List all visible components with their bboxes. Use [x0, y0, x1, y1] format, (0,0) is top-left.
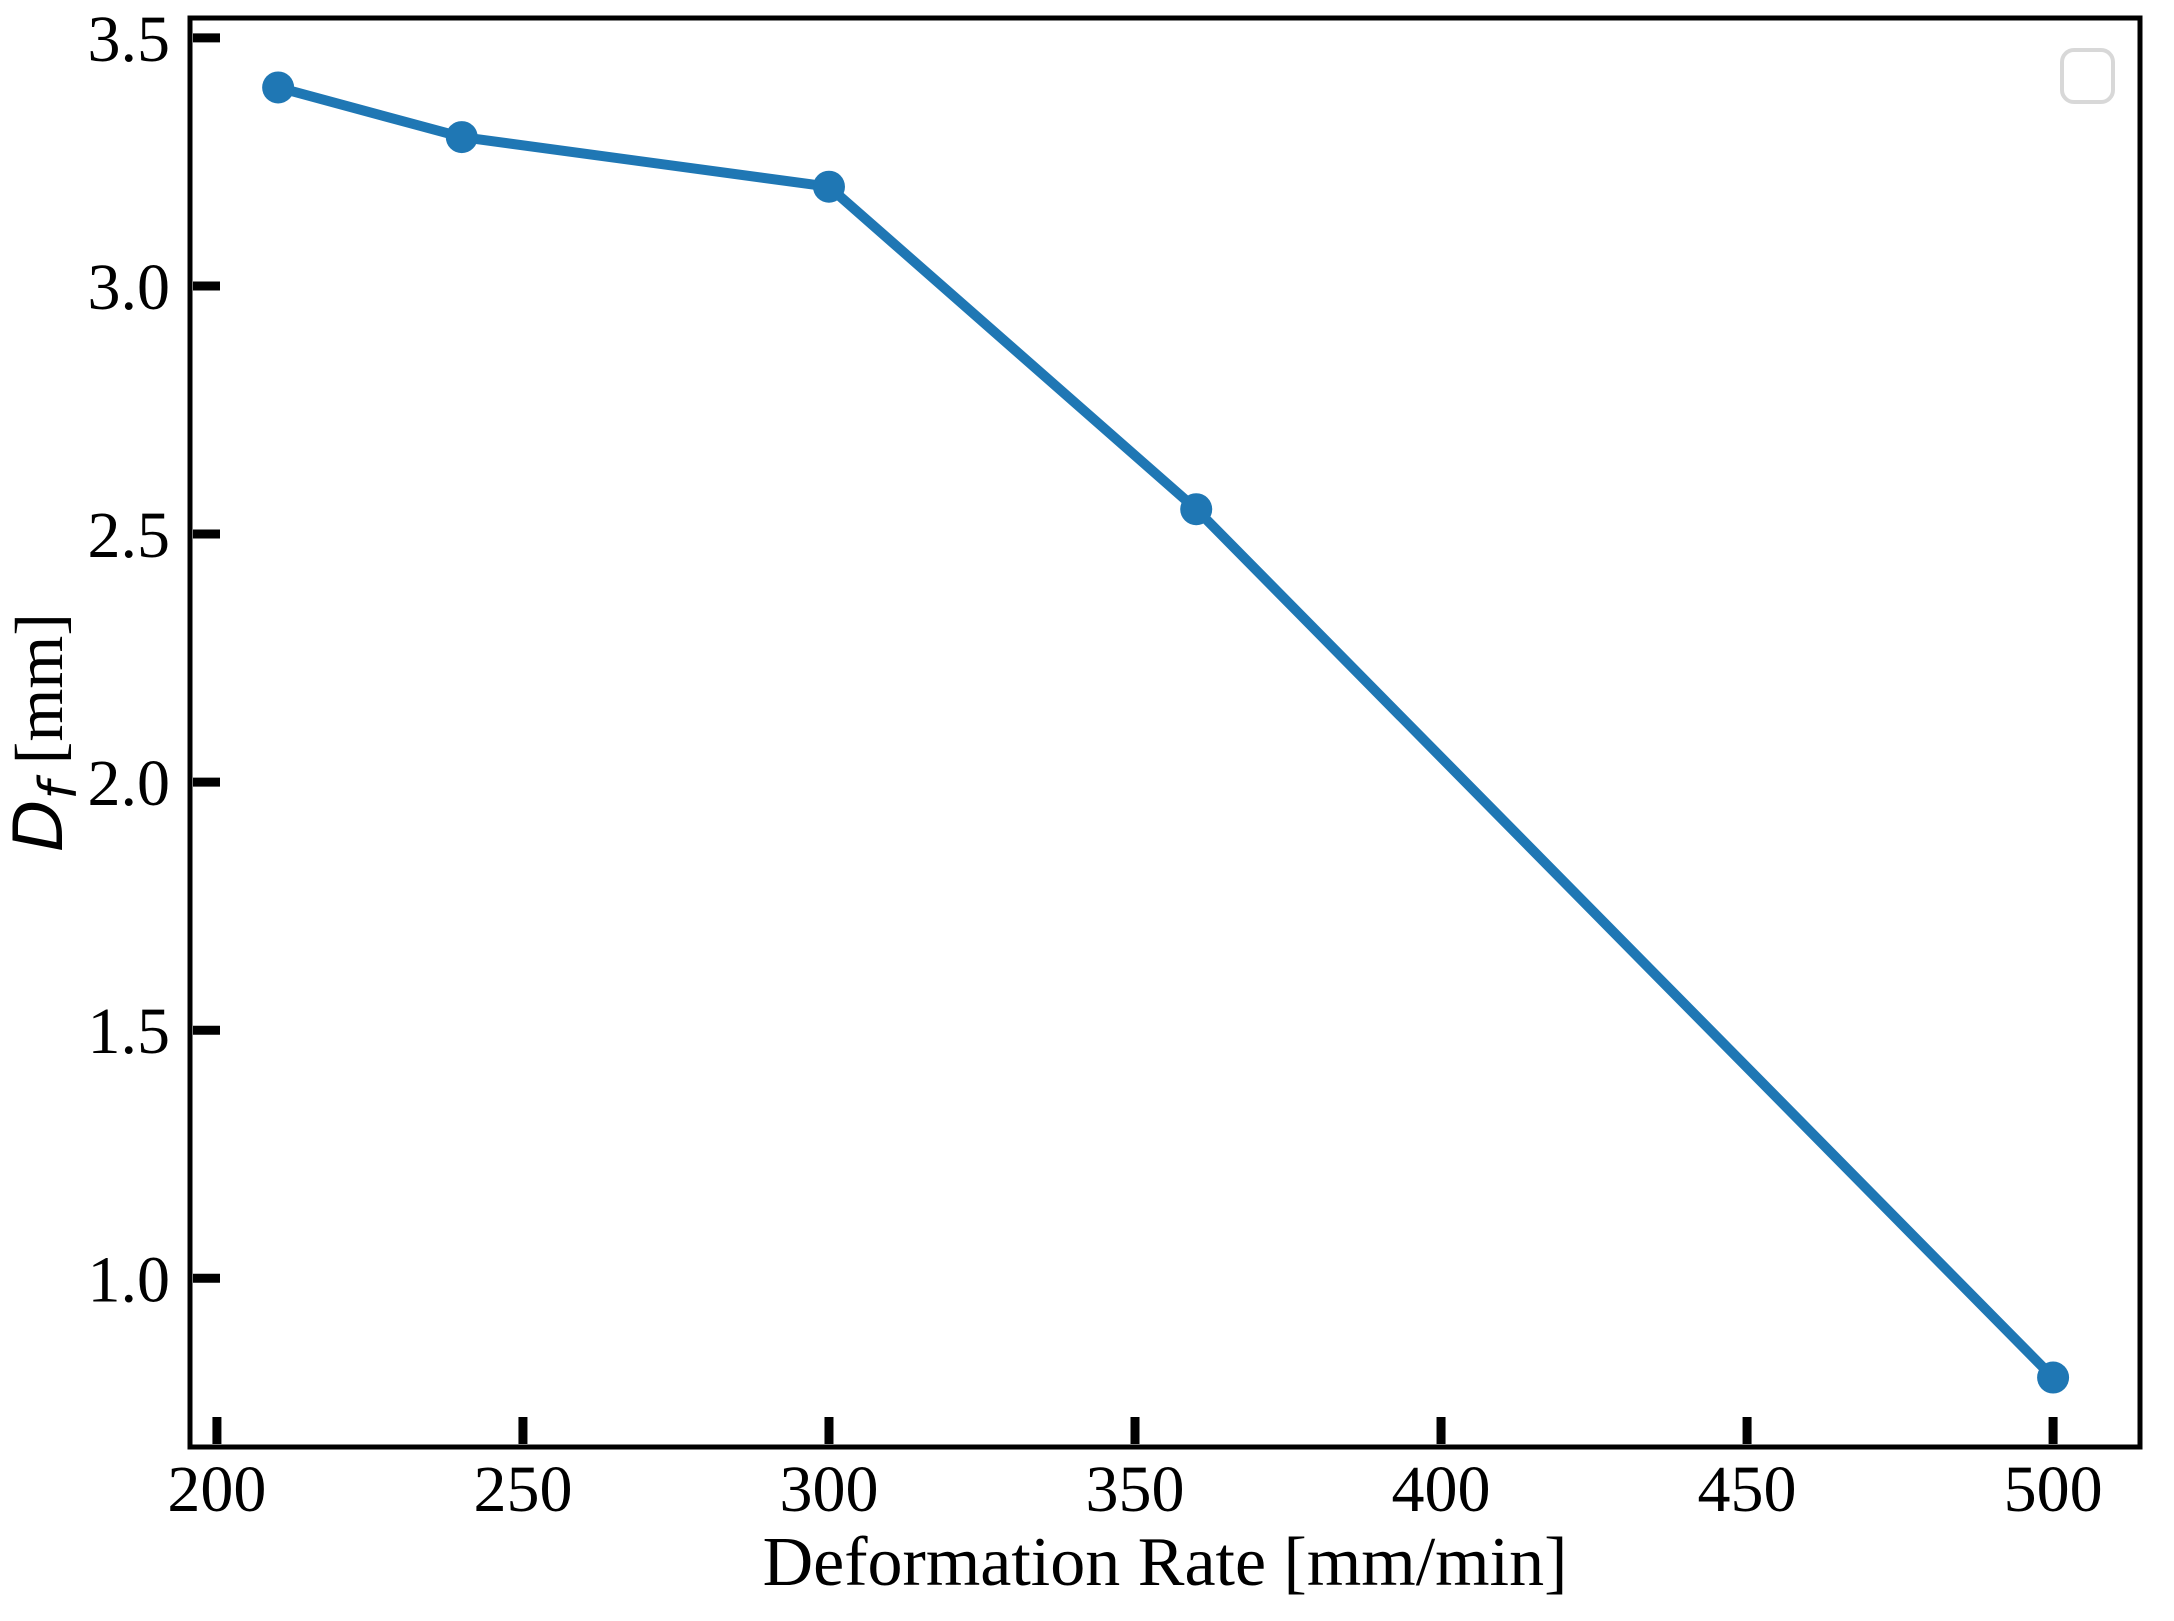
x-tick-label: 500 [2004, 1453, 2103, 1526]
x-tick-label: 300 [779, 1453, 878, 1526]
data-point [262, 71, 295, 104]
data-point [812, 170, 845, 203]
data-point [445, 121, 478, 154]
legend-box [2060, 48, 2115, 104]
y-tick-label: 2.0 [88, 747, 171, 820]
y-tick-label: 3.5 [88, 3, 171, 76]
x-tick-label: 200 [167, 1453, 266, 1526]
x-tick-label: 250 [473, 1453, 572, 1526]
y-axis-label: Df [mm] [0, 613, 89, 852]
y-tick-label: 1.0 [88, 1243, 171, 1316]
y-tick-label: 3.0 [88, 251, 171, 324]
plot-area [187, 15, 2143, 1450]
y-tick-label: 2.5 [88, 499, 171, 572]
x-tick-label: 350 [1086, 1453, 1185, 1526]
y-tick-label: 1.5 [88, 995, 171, 1068]
data-point [2037, 1361, 2070, 1394]
x-axis-label: Deformation Rate [mm/min] [763, 1524, 1568, 1601]
x-tick-label: 400 [1392, 1453, 1491, 1526]
x-tick-label: 450 [1698, 1453, 1797, 1526]
data-point [1180, 493, 1213, 526]
